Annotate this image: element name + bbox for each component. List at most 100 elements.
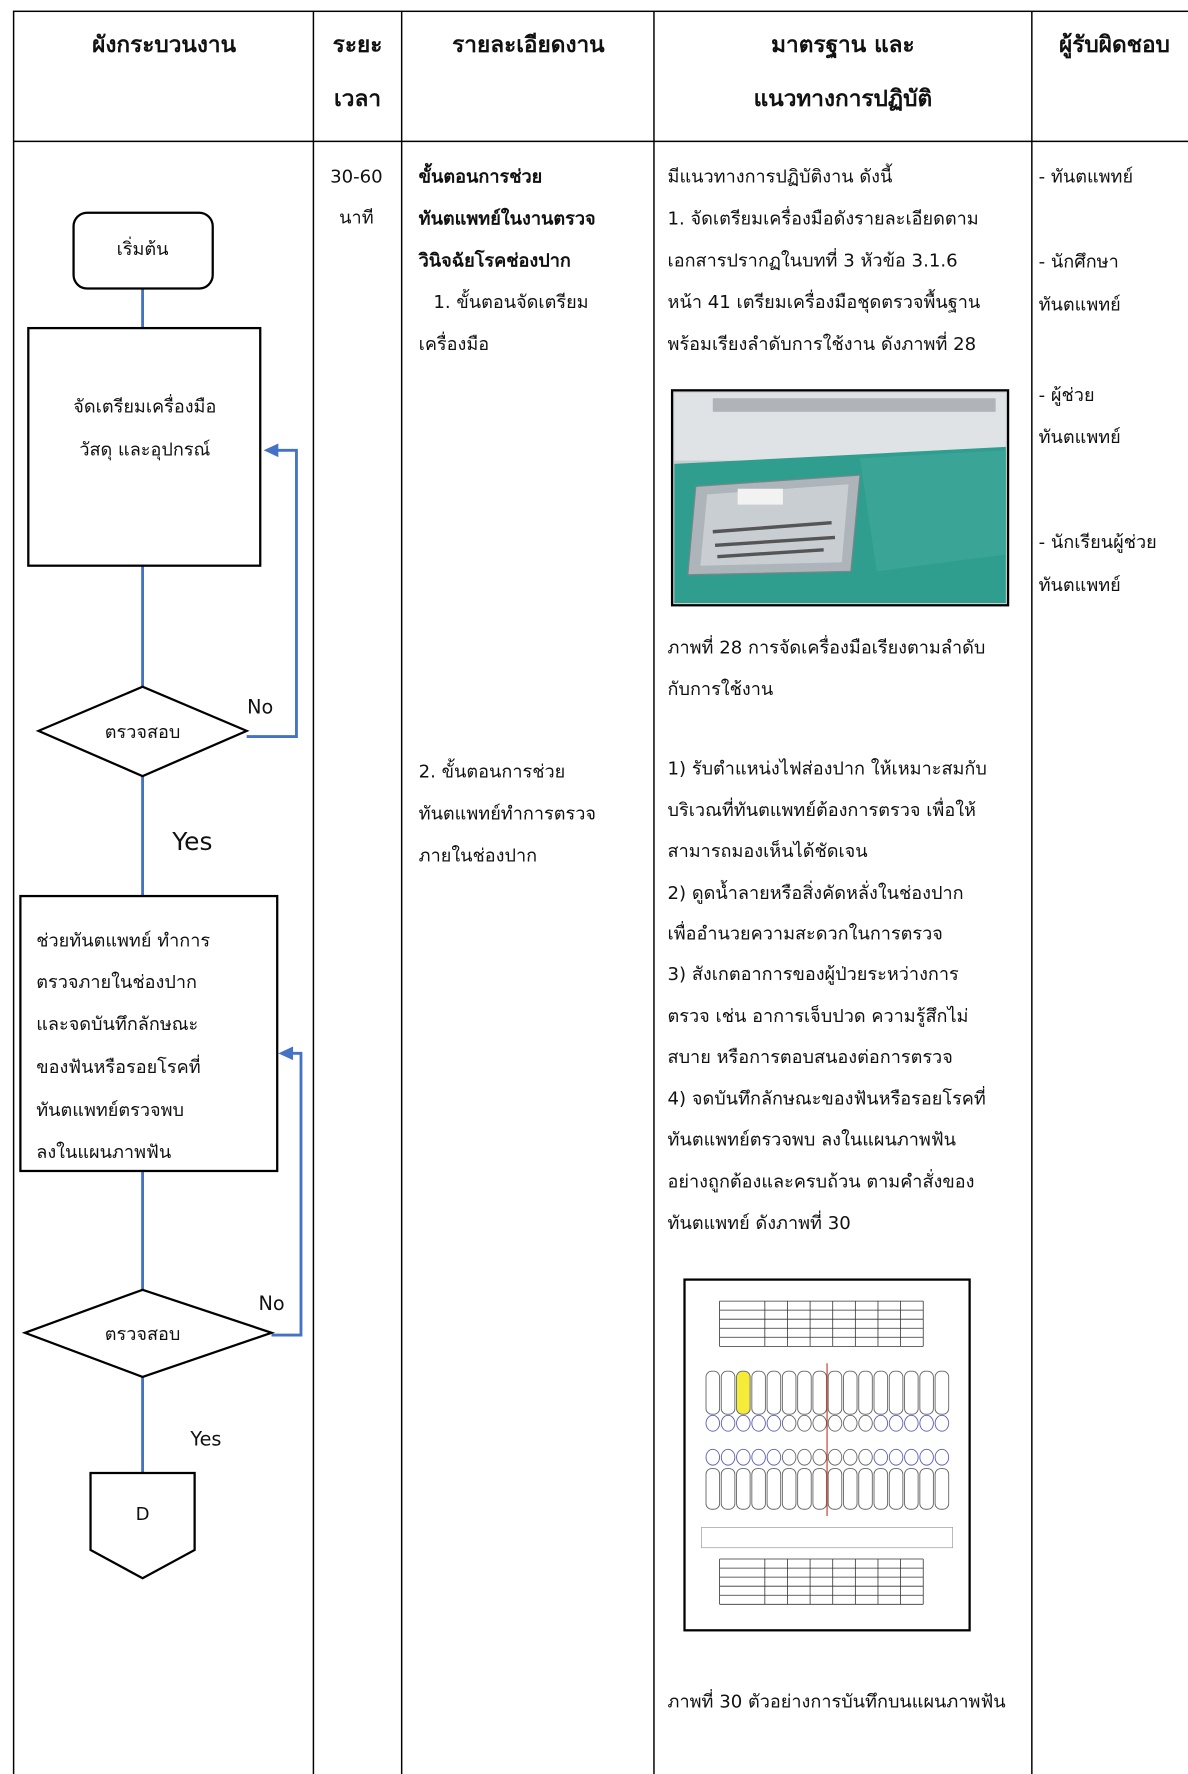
tooth	[934, 1468, 950, 1510]
standard-line: 1) รับตำแหน่งไฟส่องปาก ให้เหมาะสมกับ	[668, 757, 987, 779]
tooth	[827, 1370, 843, 1415]
table-border	[12, 10, 1188, 1774]
node-label: เริ่มต้น	[117, 236, 169, 260]
decision-node	[21, 1288, 276, 1379]
responsible-line: - ผู้ช่วย	[1039, 385, 1095, 406]
tooth	[919, 1370, 934, 1415]
tooth	[858, 1370, 873, 1415]
tooth	[736, 1414, 751, 1432]
standard-line: 2) ดูดน้ำลายหรือสิ่งคัดหลั่งในช่องปาก	[668, 880, 964, 904]
tooth	[858, 1448, 873, 1466]
node-label: วัสดุ และอุปกรณ์	[79, 439, 210, 460]
tooth	[888, 1468, 904, 1510]
node-label: ลงในแผนภาพฟัน	[36, 1141, 171, 1163]
tooth	[797, 1448, 812, 1466]
tooth	[919, 1448, 934, 1466]
header-cell: มาตรฐาน และ	[771, 32, 915, 59]
tooth	[781, 1414, 797, 1432]
table-grid	[12, 10, 1188, 1774]
tooth	[797, 1370, 812, 1415]
tooth	[766, 1448, 782, 1466]
tooth	[904, 1414, 919, 1432]
duration: 30-60	[330, 167, 383, 188]
standard-line: อย่างถูกต้องและครบถ้วน ตามคำสั่งของ	[668, 1168, 975, 1192]
decision-node	[35, 685, 250, 778]
tooth	[873, 1468, 889, 1510]
tooth	[843, 1468, 858, 1510]
tooth	[873, 1448, 889, 1466]
detail-line: ทันตแพทย์ในงานตรวจ	[419, 207, 596, 229]
tooth	[919, 1414, 934, 1432]
arrow-head	[278, 1046, 294, 1061]
tooth	[751, 1414, 766, 1432]
tooth	[766, 1370, 782, 1415]
node-label: และจดบันทึกลักษณะ	[36, 1014, 198, 1035]
tooth	[797, 1468, 812, 1510]
tooth	[904, 1370, 919, 1415]
process-node	[19, 894, 279, 1173]
header-cell: ผังกระบวนงาน	[92, 32, 237, 58]
edge-label: Yes	[189, 1428, 221, 1451]
loop-arrow	[246, 448, 298, 738]
tooth	[781, 1448, 797, 1466]
standard-line: 1. จัดเตรียมเครื่องมือดังรายละเอียดตาม	[668, 205, 979, 229]
detail-line: ภายในช่องปาก	[419, 844, 537, 866]
tooth	[888, 1448, 904, 1466]
tooth	[705, 1370, 721, 1415]
tooth	[751, 1468, 766, 1510]
tooth	[736, 1370, 751, 1415]
tooth	[843, 1370, 858, 1415]
responsible-line: - นักเรียนผู้ช่วย	[1039, 532, 1157, 553]
tooth	[888, 1370, 904, 1415]
duration: นาที	[339, 207, 373, 228]
node-label: จัดเตรียมเครื่องมือ	[73, 393, 216, 417]
tooth	[934, 1370, 950, 1415]
tooth	[827, 1414, 843, 1432]
figure-caption: ภาพที่ 28 การจัดเครื่องมือเรียงตามลำดับ	[668, 634, 986, 658]
photo-instruments	[670, 389, 1010, 607]
detail-line: ขั้นตอนการช่วย	[419, 163, 543, 188]
node-label: ของฟันหรือรอยโรคที่	[36, 1054, 200, 1078]
tooth	[720, 1468, 736, 1510]
detail-line: เครื่องมือ	[419, 331, 490, 355]
header-cell: ระยะ	[333, 32, 383, 58]
standard-line: หน้า 41 เตรียมเครื่องมือชุดตรวจพื้นฐาน	[668, 289, 981, 313]
tooth	[720, 1414, 736, 1432]
standard-line: ทันตแพทย์ตรวจพบ ลงในแผนภาพฟัน	[668, 1128, 957, 1150]
tooth	[873, 1414, 889, 1432]
tooth	[705, 1468, 721, 1510]
detail-line: 1. ขั้นตอนจัดเตรียม	[433, 289, 588, 313]
start-node	[72, 211, 214, 290]
responsible-line: - นักศึกษา	[1039, 251, 1119, 272]
node-label: ตรวจภายในช่องปาก	[36, 971, 197, 993]
standard-line: เพื่ออำนวยความสะดวกในการตรวจ	[668, 921, 943, 945]
standard-line: สบาย หรือการตอบสนองต่อการตรวจ	[668, 1047, 953, 1068]
node-label: ตรวจสอบ	[105, 1324, 181, 1345]
tooth	[827, 1448, 843, 1466]
standard-line: เอกสารปรากฏในบทที่ 3 หัวข้อ 3.1.6	[668, 247, 958, 271]
header-cell: แนวทางการปฏิบัติ	[754, 86, 932, 112]
standard-line: สามารถมองเห็นได้ชัดเจน	[668, 839, 868, 862]
tooth	[827, 1468, 843, 1510]
standard-line: บริเวณที่ทันตแพทย์ต้องการตรวจ เพื่อให้	[668, 797, 976, 821]
tooth	[858, 1414, 873, 1432]
responsible-line: ทันตแพทย์	[1039, 575, 1121, 596]
tooth	[736, 1448, 751, 1466]
responsible-line: ทันตแพทย์	[1039, 294, 1121, 315]
responsible-line: - ทันตแพทย์	[1039, 167, 1133, 188]
tooth	[751, 1370, 766, 1415]
process-node	[27, 326, 262, 567]
tooth	[904, 1448, 919, 1466]
detail-line: วินิจฉัยโรคช่องปาก	[418, 249, 571, 271]
standard-line: ตรวจ เช่น อาการเจ็บปวด ความรู้สึกไม่	[668, 1004, 969, 1027]
header-cell: รายละเอียดงาน	[452, 32, 605, 58]
tooth	[720, 1370, 736, 1415]
flowchart	[19, 211, 303, 1580]
standard-line: มีแนวทางการปฏิบัติงาน ดังนี้	[668, 164, 893, 188]
edge-label: No	[258, 1292, 284, 1315]
standard-line: ทันตแพทย์ ดังภาพที่ 30	[668, 1210, 851, 1234]
tooth	[919, 1468, 934, 1510]
tooth	[934, 1448, 950, 1466]
offpage-connector	[89, 1471, 196, 1580]
detail-line: 2. ขั้นตอนการช่วย	[419, 759, 566, 783]
